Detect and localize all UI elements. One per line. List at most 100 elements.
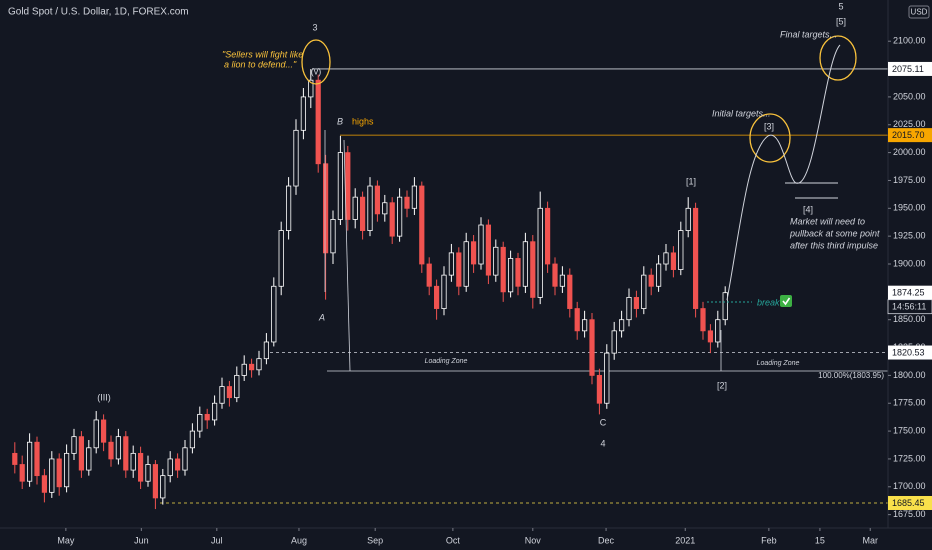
y-tick-label: 1950.00 bbox=[893, 203, 926, 213]
quote: a lion to defend..." bbox=[224, 59, 297, 69]
wave-label: [4] bbox=[803, 204, 813, 214]
y-tick-label: 2000.00 bbox=[893, 147, 926, 157]
levels: 100.00%(1803.95) bbox=[160, 68, 888, 504]
candle-body bbox=[722, 292, 728, 321]
y-tick-label: 1800.00 bbox=[893, 370, 926, 380]
candle-body bbox=[530, 241, 536, 298]
y-tick-label: 1900.00 bbox=[893, 258, 926, 268]
price-tag bbox=[888, 345, 932, 360]
candle-body bbox=[174, 458, 181, 471]
candle-body bbox=[256, 358, 262, 371]
candle-body bbox=[470, 241, 477, 265]
candle-body bbox=[419, 185, 425, 265]
break-label: break bbox=[757, 297, 780, 307]
drawings bbox=[301, 35, 857, 372]
note: pullback at some point bbox=[789, 228, 880, 238]
price-tag-label: 2015.70 bbox=[892, 130, 925, 140]
candle-body bbox=[115, 436, 121, 460]
chart-title: Gold Spot / U.S. Dollar, 1D, FOREX.com bbox=[8, 7, 189, 18]
candle-body bbox=[160, 475, 166, 499]
candle-body bbox=[715, 319, 721, 343]
price-tag bbox=[888, 285, 932, 300]
candle-body bbox=[582, 319, 588, 332]
y-tick-label: 1750.00 bbox=[893, 425, 926, 435]
candle-body bbox=[41, 475, 48, 493]
candle-body bbox=[522, 241, 529, 287]
candle-body bbox=[234, 374, 240, 399]
y-tick-label: 1775.00 bbox=[893, 398, 926, 408]
candle-body bbox=[596, 374, 603, 404]
candle-body bbox=[145, 464, 151, 482]
candle-body bbox=[567, 274, 573, 309]
wave-label: [2] bbox=[717, 380, 727, 390]
candle-body bbox=[411, 185, 418, 209]
candle-body bbox=[108, 441, 114, 460]
fib-label: 100.00%(1803.95) bbox=[818, 371, 884, 380]
x-tick-label: Sep bbox=[367, 535, 383, 545]
candle-body bbox=[670, 252, 677, 270]
countdown: 14:56:11 bbox=[892, 302, 926, 312]
candle-body bbox=[493, 246, 499, 276]
annotations: Gold Spot / U.S. Dollar, 1D, FOREX.com 3… bbox=[8, 1, 880, 448]
wave-label: C bbox=[600, 417, 607, 427]
x-tick-label: Jun bbox=[134, 535, 149, 545]
candle-body bbox=[64, 452, 70, 488]
quote: "Sellers will fight like bbox=[222, 49, 303, 59]
candle-body bbox=[663, 252, 669, 265]
note: Initial targets... bbox=[712, 108, 771, 118]
candle-body bbox=[463, 241, 469, 287]
candle-body bbox=[211, 402, 218, 421]
trend-line bbox=[343, 139, 351, 372]
candle-body bbox=[559, 274, 566, 287]
candle-body bbox=[404, 196, 410, 209]
candle-body bbox=[197, 413, 203, 432]
price-tag-label: 1820.53 bbox=[892, 347, 925, 357]
candle-body bbox=[382, 202, 388, 215]
candle-body bbox=[552, 263, 558, 287]
wave-label: 3 bbox=[312, 22, 317, 32]
candle-body bbox=[345, 152, 351, 220]
candle-body bbox=[574, 308, 580, 332]
candle-body bbox=[49, 458, 55, 493]
check-mark bbox=[782, 297, 791, 306]
candle-body bbox=[248, 363, 255, 371]
candle-body bbox=[389, 202, 395, 237]
candle-body bbox=[633, 297, 640, 309]
wave-label: [3] bbox=[764, 121, 774, 131]
highlight-circle bbox=[301, 39, 331, 85]
candle-body bbox=[167, 458, 173, 477]
candle-body bbox=[241, 363, 247, 376]
candle-body bbox=[271, 285, 277, 343]
candle-body bbox=[448, 252, 455, 276]
currency-box bbox=[908, 5, 930, 19]
price-tag-label: 2075.11 bbox=[892, 64, 924, 74]
y-tick-label: 1925.00 bbox=[893, 231, 926, 241]
candle-body bbox=[456, 252, 462, 287]
x-tick-label: 2021 bbox=[675, 535, 695, 545]
candle-body bbox=[611, 330, 617, 354]
y-tick-label: 1725.00 bbox=[893, 453, 926, 463]
price-tag-label: 1685.45 bbox=[892, 498, 925, 508]
candle-body bbox=[433, 285, 440, 309]
highlight-circle bbox=[749, 113, 791, 163]
candle-body bbox=[330, 219, 336, 254]
zone-label: Loading Zone bbox=[425, 358, 468, 365]
candle-body bbox=[626, 297, 632, 321]
x-tick-label: Feb bbox=[761, 535, 777, 545]
candle-body bbox=[189, 430, 195, 449]
candle-body bbox=[352, 196, 358, 220]
candle-body bbox=[678, 230, 684, 270]
countdown-box bbox=[887, 299, 932, 315]
y-tick-label: 1850.00 bbox=[893, 314, 926, 324]
check-icon bbox=[780, 295, 792, 307]
y-tick-label: 2100.00 bbox=[893, 36, 926, 46]
price-tag-label: 1874.25 bbox=[892, 288, 925, 298]
price-tag bbox=[888, 128, 932, 143]
wave-label: 5 bbox=[838, 1, 843, 11]
y-tick-label: 2025.00 bbox=[893, 119, 926, 129]
candle-body bbox=[515, 258, 521, 287]
x-tick-label: Nov bbox=[525, 535, 542, 545]
y-tick-label: 1700.00 bbox=[893, 481, 926, 491]
